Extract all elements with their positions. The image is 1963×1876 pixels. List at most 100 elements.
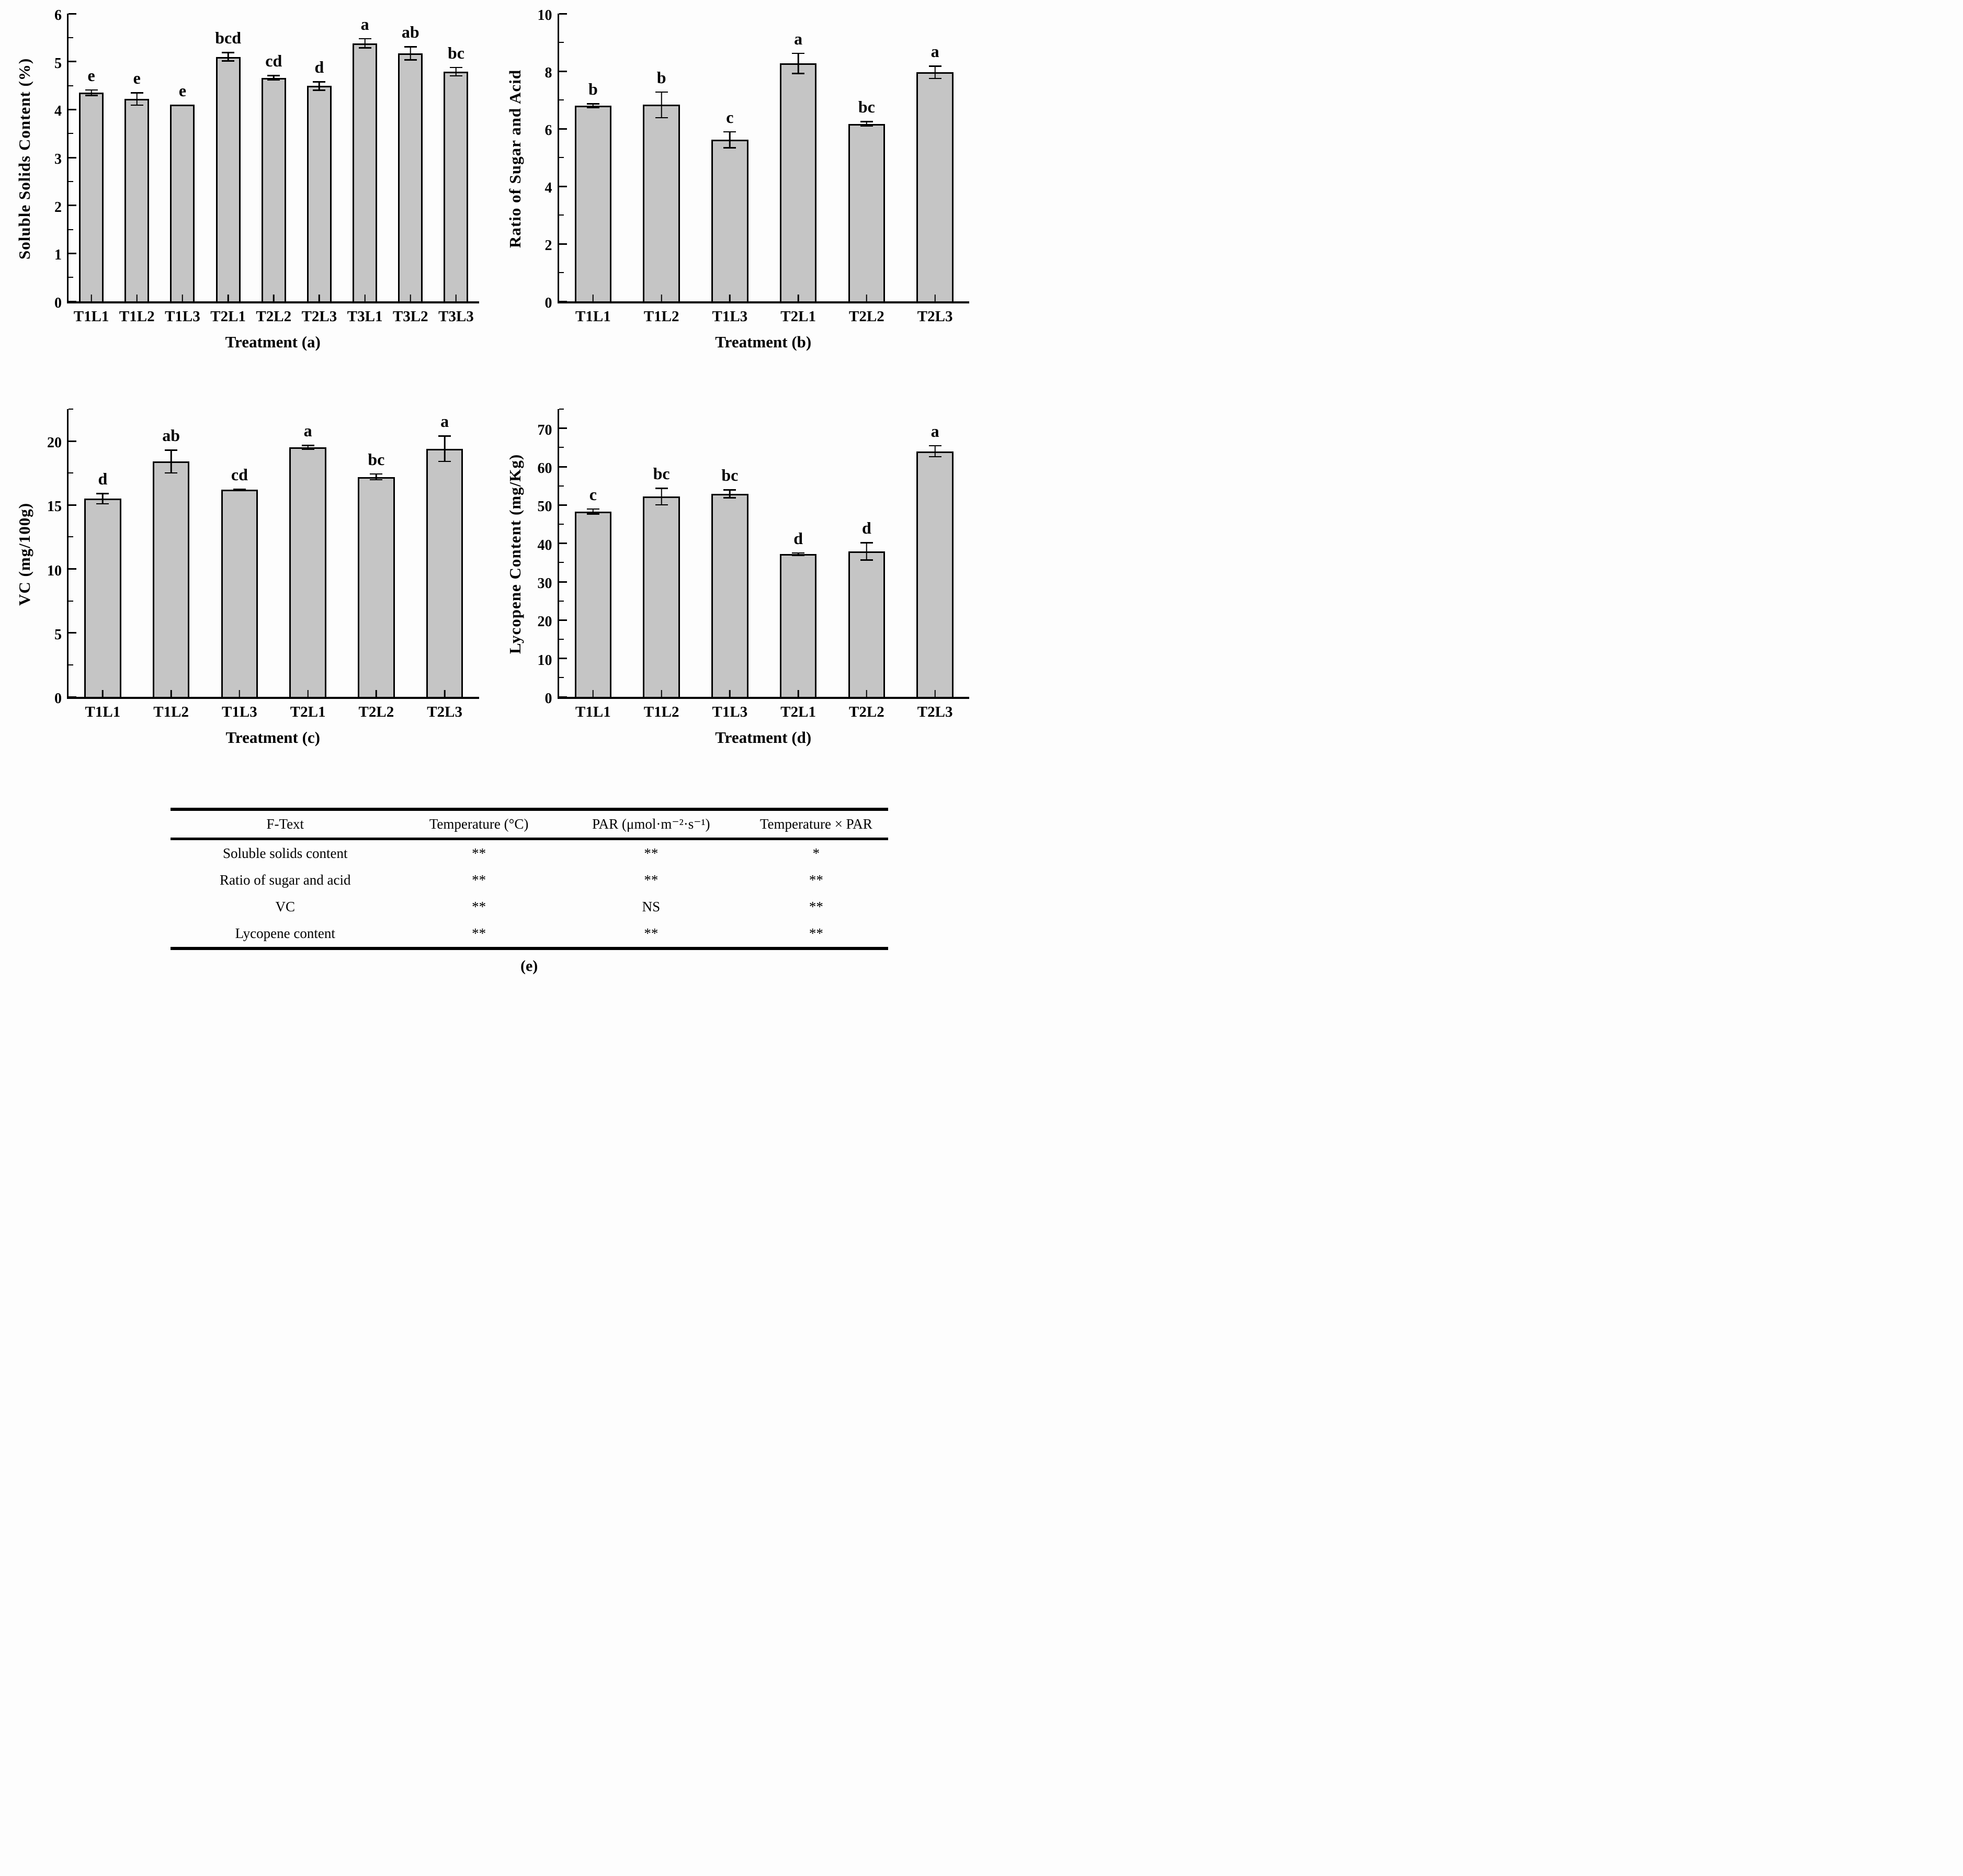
error-bar-T1L2 [130, 92, 143, 106]
y-tick-label: 15 [47, 499, 62, 515]
error-bar-T2L3 [438, 435, 451, 462]
x-category-label: T1L2 [643, 704, 679, 720]
bar-slot-T2L1: a T2L1 [764, 14, 833, 325]
error-bar-T2L1 [301, 445, 314, 450]
error-bar-line [661, 488, 662, 506]
x-category-label: T2L2 [849, 308, 884, 325]
y-major-tick [559, 300, 567, 302]
x-axis-title: Treatment (c) [225, 728, 320, 747]
significance-label-T1L2: bc [653, 464, 670, 483]
anova-table-grid: F-Text Temperature (°C) PAR (μmol·m⁻²·s⁻¹)… [170, 808, 888, 950]
bar-slot-T2L3: a T2L3 [411, 409, 479, 720]
bar-slots: b T1L1 b T1L2 c T1L3 a T2L1 bc T2L2 a T2L3 [559, 14, 970, 325]
error-bar-cap-bottom [586, 513, 599, 515]
x-category-label: T1L1 [85, 704, 121, 720]
y-major-tick [69, 61, 76, 63]
bar-slot-T2L3: d T2L3 [297, 14, 342, 325]
y-minor-tick [69, 600, 73, 602]
error-bar-line [364, 38, 366, 49]
y-minor-tick [559, 272, 564, 273]
y-minor-tick [559, 447, 564, 448]
x-tick [170, 690, 172, 697]
error-bar-cap-bottom [655, 117, 668, 119]
y-tick-label: 2 [54, 199, 62, 216]
y-tick-label: 40 [537, 537, 552, 553]
figure-page: Soluble Solids Content (%) 0 1 2 3 4 5 6 e T1L1… [0, 0, 982, 980]
bar-slot-T1L1: b T1L1 [559, 14, 628, 325]
bar-T3L1 [353, 43, 378, 301]
table-caption: (e) [520, 957, 538, 975]
x-tick [227, 295, 229, 301]
x-category-label: T2L3 [301, 308, 337, 325]
error-bar-line [866, 542, 868, 561]
significance-label-T2L2: bc [858, 97, 875, 117]
error-bar-cap-top [313, 81, 326, 83]
x-tick [239, 690, 241, 697]
significance-label-T2L2: d [861, 518, 871, 538]
bar-slot-T2L2: bc T2L2 [833, 14, 901, 325]
y-major-tick [559, 466, 567, 468]
significance-label-T2L3: a [440, 412, 449, 431]
error-bar-cap-top [404, 46, 417, 48]
y-tick-label: 10 [47, 562, 62, 579]
error-bar-cap-bottom [267, 79, 280, 81]
bar-T2L1 [215, 56, 241, 301]
y-tick-label: 2 [544, 238, 552, 254]
bar-T2L2 [358, 477, 395, 697]
x-category-label: T1L1 [575, 308, 611, 325]
significance-label-T2L1: a [303, 421, 312, 440]
table-header-cell: F-Text [170, 811, 400, 840]
error-bar-cap-top [301, 445, 314, 446]
x-tick [410, 295, 412, 301]
error-bar-cap-top [96, 493, 109, 494]
error-bar-cap-bottom [313, 89, 326, 91]
bar-slots: c T1L1 bc T1L2 bc T1L3 d T2L1 d T2L2 a T2L3 [559, 409, 970, 720]
x-tick [797, 690, 799, 697]
y-major-tick [559, 427, 567, 430]
bar-T1L2 [124, 99, 150, 301]
y-minor-tick [69, 85, 73, 86]
bar-slot-T1L3: e T1L3 [160, 14, 205, 325]
bar-slot-T2L2: d T2L2 [833, 409, 901, 720]
error-bar-cap-bottom [860, 125, 873, 127]
y-tick-label: 30 [537, 575, 552, 592]
bar-slot-T1L2: ab T1L2 [137, 409, 206, 720]
y-axis-title: Soluble Solids Content (%) [15, 58, 33, 259]
bar-slot-T1L2: e T1L2 [114, 14, 160, 325]
table-value-cell: ** [472, 845, 486, 861]
error-bar-cap-top [130, 92, 143, 94]
error-bar-cap-bottom [165, 472, 178, 474]
y-axis-tick-labels: 0 5 10 15 20 [37, 409, 67, 706]
y-axis-title: Lycopene Content (mg/Kg) [505, 454, 524, 654]
x-category-label: T1L3 [222, 704, 257, 720]
bar-T1L2 [643, 496, 680, 697]
bar-slot-T1L3: c T1L3 [696, 14, 764, 325]
error-bar-cap-bottom [655, 504, 668, 506]
plot-area: d T1L1 ab T1L2 cd T1L3 a T2L1 bc T2L2 a T2L3 [67, 409, 479, 720]
error-bar-T3L1 [358, 38, 371, 49]
chart-sugar-acid-ratio: Ratio of Sugar and Acid 0 2 4 6 8 10 b T1L1 b T1… [503, 8, 970, 352]
x-tick [136, 295, 138, 301]
y-tick-label: 20 [537, 614, 552, 630]
y-tick-label: 4 [54, 103, 62, 120]
x-tick [364, 295, 366, 301]
y-axis-tick-labels: 0 1 2 3 4 5 6 [37, 8, 67, 311]
error-bar-line [592, 508, 594, 515]
x-tick [319, 295, 320, 301]
error-bar-cap-bottom [928, 456, 941, 458]
error-bar-T2L1 [222, 52, 235, 62]
table-row-label: Soluble solids content [223, 845, 348, 861]
significance-label-T3L2: ab [401, 22, 419, 42]
table-value-cell: ** [644, 925, 659, 941]
table-row-label: Ratio of sugar and acid [220, 872, 351, 888]
y-tick-label: 5 [54, 55, 62, 72]
error-bar-line [729, 489, 731, 499]
significance-label-T3L3: bc [447, 43, 464, 62]
bar-slots: d T1L1 ab T1L2 cd T1L3 a T2L1 bc T2L2 a T2L3 [69, 409, 479, 720]
y-tick-label: 8 [544, 65, 552, 81]
plot-area: c T1L1 bc T1L2 bc T1L3 d T2L1 d T2L2 a T2L3 [557, 409, 970, 720]
y-tick-label: 10 [537, 7, 552, 24]
x-category-label: T2L3 [917, 704, 953, 720]
error-bar-cap-bottom [404, 59, 417, 61]
y-tick-label: 0 [54, 691, 62, 707]
